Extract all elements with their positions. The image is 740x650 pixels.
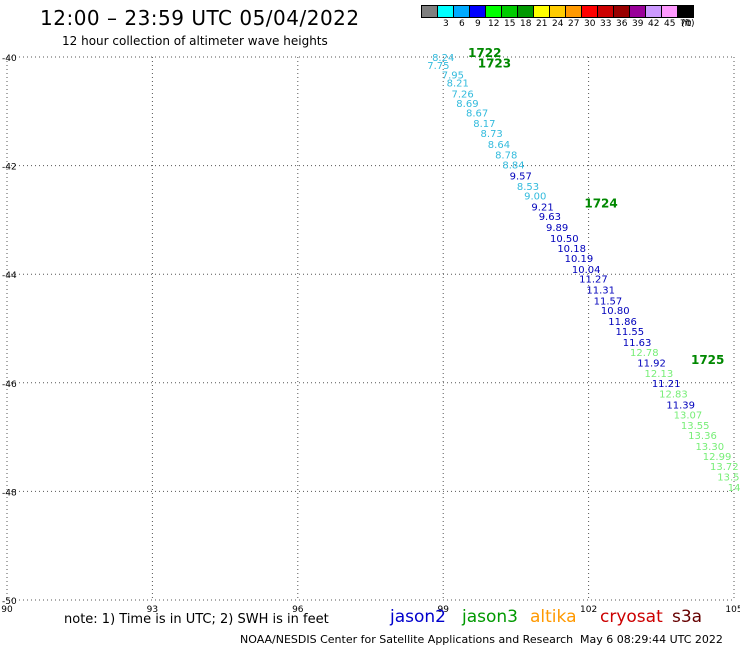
legend-label: 27 [568,19,580,29]
latitude-label: -48 [2,488,17,498]
longitude-label: 105 [725,605,740,615]
wave-height-value: 8.78 [495,151,517,162]
wave-height-value: 9.89 [546,223,568,234]
credit-text: NOAA/NESDIS Center for Satellite Applica… [240,633,574,646]
wave-height-value: 8.17 [473,119,495,130]
satellite-label-jason3: jason3 [462,607,518,627]
wave-height-value: 13.30 [695,442,724,453]
legend-unit: (ft) [681,19,695,29]
wave-height-value: 9.00 [524,191,546,202]
legend-swatches [421,5,694,18]
wave-height-value: 11.63 [623,338,652,349]
legend-label: 39 [632,19,644,29]
page-subtitle: 12 hour collection of altimeter wave hei… [62,34,328,48]
legend-label: 36 [616,19,628,29]
wave-height-value: 11.86 [608,317,637,328]
wave-height-value: 8.21 [447,79,469,90]
wave-height-value: 12.83 [659,390,688,401]
satellite-label-jason2: jason2 [390,607,446,627]
color-legend: 3 6 9 12 15 18 21 24 27 30 33 36 39 42 45 70 (ft) [421,5,695,32]
satellite-label-altika: altika [530,607,577,627]
wave-height-value: 9.63 [539,212,561,223]
footer-note: note: 1) Time is in UTC; 2) SWH is in fe… [64,612,329,627]
longitude-label: 102 [580,605,597,615]
satellite-label-s3a: s3a [672,607,703,627]
map-grid [6,56,735,601]
legend-label: 42 [648,19,660,29]
latitude-label: -50 [2,597,17,607]
legend-label: 21 [536,19,548,29]
track-time-label: 1725 [691,353,724,367]
legend-label: 12 [488,19,500,29]
latitude-label: -42 [2,163,17,173]
wave-height-value: 8.84 [502,161,524,172]
wave-height-track: 8.247.757.958.217.268.698.678.178.738.64… [427,53,740,504]
wave-height-value: 8.73 [481,129,503,140]
legend-label: 33 [600,19,612,29]
legend-label: 45 [664,19,676,29]
wave-height-value: 8.64 [488,140,510,151]
wave-height-value: 10.19 [565,254,594,265]
track-time-label: 1722 [468,46,501,60]
legend-label: 15 [504,19,516,29]
legend-label: 18 [520,19,532,29]
legend-label: 9 [475,19,481,29]
wave-height-value: 13.72 [710,462,739,473]
longitude-label: 96 [292,605,304,615]
wave-height-value: 11.21 [652,379,681,390]
wave-height-value: 7.26 [451,89,473,100]
longitude-label: 93 [147,605,158,615]
wave-height-value: 12.99 [703,452,732,463]
wave-height-value: 11.27 [579,275,608,286]
legend-swatch [677,5,694,18]
wave-height-value: 8.67 [466,108,488,119]
latitude-label: -46 [2,380,17,390]
longitude-label: 90 [1,605,13,615]
legend-label: 6 [459,19,465,29]
wave-height-value: 13.36 [688,431,717,442]
page-title: 12:00 – 23:59 UTC 05/04/2022 [40,6,360,30]
wave-height-value: 9.21 [531,202,553,213]
wave-height-value: 11.39 [666,401,695,412]
latitude-label: -44 [2,271,17,281]
legend-label: 3 [443,19,449,29]
legend-label: 70 [680,19,692,29]
wave-height-value: 13.58 [717,473,740,484]
wave-height-value: 10.80 [601,306,630,317]
wave-height-value: 10.04 [572,265,601,276]
latitude-label: -40 [2,54,17,64]
wave-height-value: 7.75 [427,61,449,72]
satellite-label-cryosat: cryosat [600,607,663,627]
wave-height-value: 11.55 [615,327,644,338]
longitude-label: 99 [437,605,449,615]
wave-height-value: 13.07 [674,410,703,421]
wave-height-value: 11.31 [586,285,615,296]
track-time-label: 1724 [584,197,617,211]
wave-height-value: 11.57 [594,296,623,307]
wave-height-value: 12.13 [645,369,674,380]
wave-height-value: 8.24 [432,53,454,64]
wave-height-value: 9.57 [510,171,532,182]
wave-height-value: 11.92 [637,359,666,370]
wave-height-value: 8.53 [517,182,539,193]
track-time-label: 1723 [478,57,511,71]
wave-height-value: 7.95 [442,70,464,81]
wave-height-value: 10.50 [550,234,579,245]
legend-label: 30 [584,19,596,29]
wave-height-value: 14.0 [728,483,740,494]
wave-height-value: 12.78 [630,348,659,359]
wave-height-value: 10.18 [557,244,586,255]
legend-labels: 3 6 9 12 15 18 21 24 27 30 33 36 39 42 45 70 (ft) [421,18,695,32]
generation-timestamp: May 6 08:29:44 UTC 2022 [580,633,723,646]
wave-height-value: 8.69 [456,99,478,110]
legend-label: 24 [552,19,564,29]
wave-height-value: 13.55 [681,421,710,432]
